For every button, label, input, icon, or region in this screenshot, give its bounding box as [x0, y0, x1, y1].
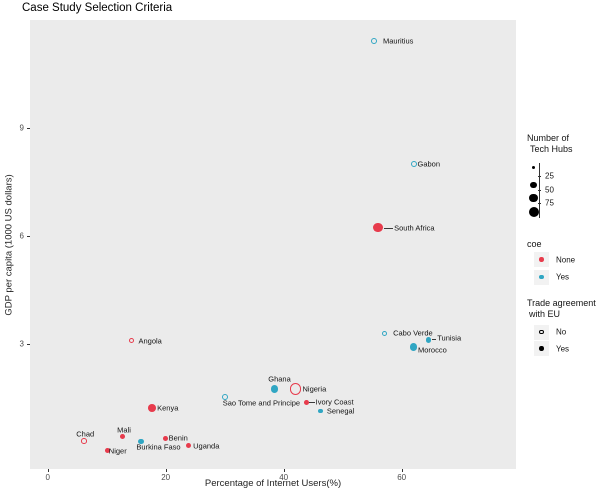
size-legend-dot-0	[531, 165, 536, 170]
point-label-senegal: Senegal	[326, 406, 355, 416]
data-point-burkina-faso	[138, 438, 144, 444]
x-tick-mark-20	[165, 469, 167, 472]
coe-legend-label-yes: Yes	[556, 272, 570, 282]
point-label-nigeria: Nigeria	[302, 384, 327, 394]
x-tick-mark-40	[283, 469, 285, 472]
data-point-uganda	[185, 442, 191, 448]
data-point-mali	[120, 434, 126, 440]
data-point-ghana	[270, 385, 278, 393]
point-label-morocco: Morocco	[418, 345, 447, 355]
point-label-chad: Chad	[76, 429, 95, 439]
x-tick-label-20: 20	[161, 473, 171, 482]
coe-legend-label-none: None	[556, 255, 576, 264]
chart-title: Case Study Selection Criteria	[22, 2, 173, 14]
data-point-benin	[162, 436, 168, 442]
data-point-cabo-verde	[381, 330, 388, 337]
size-legend-axis-line	[539, 162, 540, 218]
y-tick-mark-6	[27, 236, 30, 238]
point-label-tunisia: Tunisia	[437, 333, 462, 343]
size-legend-label-50: 50	[545, 185, 554, 195]
data-point-ivory-coast	[303, 400, 309, 406]
point-label-benin: Benin	[168, 432, 188, 442]
data-point-kenya	[148, 403, 157, 412]
y-tick-label-6: 6	[19, 231, 24, 241]
y-tick-mark-9	[27, 128, 30, 130]
plot-panel	[30, 20, 516, 469]
point-label-burkina-faso: Burkina Faso	[136, 442, 181, 452]
size-legend-title-line1: Number of	[527, 133, 570, 143]
x-tick-mark-0	[47, 469, 49, 472]
x-tick-mark-60	[401, 469, 403, 472]
data-point-angola	[128, 338, 135, 344]
size-legend-label-75: 75	[545, 198, 554, 208]
point-label-mauritius: Mauritius	[382, 36, 414, 46]
size-legend-tick-75	[537, 202, 541, 204]
size-legend-dot-3	[528, 207, 539, 217]
size-legend-tick-25	[537, 175, 541, 177]
data-point-niger	[104, 448, 110, 453]
data-point-nigeria	[289, 383, 302, 395]
point-label-gabon: Gabon	[417, 159, 441, 169]
label-leader-ivory-coast	[309, 402, 315, 404]
trade-legend-open-circle-no	[539, 329, 544, 335]
trade-legend-filled-circle-yes	[539, 346, 544, 351]
data-point-sao-tome-and-principe	[221, 393, 228, 400]
point-label-ghana: Ghana	[268, 374, 291, 384]
coe-legend-dot-yes	[539, 274, 544, 280]
point-label-sao-tome-and-principe: Sao Tome and Principe	[222, 398, 301, 408]
size-legend-tick-50	[537, 190, 541, 192]
data-point-south-africa	[373, 222, 383, 233]
y-tick-label-3: 3	[19, 339, 24, 349]
point-label-uganda: Uganda	[193, 441, 220, 451]
point-label-kenya: Kenya	[157, 403, 179, 413]
point-label-niger: Niger	[108, 446, 127, 456]
point-label-cabo-verde: Cabo Verde	[393, 328, 433, 338]
label-leader-south-africa	[383, 228, 394, 229]
coe-legend-title: coe	[527, 239, 542, 249]
data-point-mauritius	[370, 37, 378, 44]
trade-legend-label-yes: Yes	[556, 344, 570, 353]
data-point-tunisia	[425, 337, 431, 343]
trade-legend-label-no: No	[556, 327, 567, 337]
point-label-ivory-coast: Ivory Coast	[315, 397, 354, 407]
data-point-chad	[81, 438, 88, 444]
x-tick-label-0: 0	[45, 473, 50, 482]
data-point-gabon	[410, 161, 417, 168]
point-label-south-africa: South Africa	[394, 223, 435, 233]
point-label-mali: Mali	[117, 425, 131, 435]
size-legend-dot-2	[529, 193, 538, 203]
size-legend-title-line2: Tech Hubs	[530, 144, 573, 154]
trade-legend-title-line2: with EU	[529, 309, 561, 319]
data-point-senegal	[318, 408, 324, 414]
coe-legend-dot-none	[539, 257, 544, 262]
trade-legend-title-line1: Trade agreement	[527, 298, 596, 308]
label-leader-tunisia	[431, 338, 437, 340]
y-tick-label-9: 9	[19, 123, 24, 133]
size-legend-label-25: 25	[545, 171, 554, 181]
x-tick-label-40: 40	[279, 473, 289, 482]
point-label-angola: Angola	[138, 335, 162, 345]
y-tick-mark-3	[27, 344, 30, 346]
size-legend-dot-1	[530, 181, 537, 189]
x-axis-title: Percentage of Internet Users(%)	[204, 478, 342, 489]
y-axis-title: GDP per capita (1000 US dollars)	[3, 174, 15, 316]
x-tick-label-60: 60	[397, 473, 407, 482]
data-point-morocco	[409, 343, 418, 351]
